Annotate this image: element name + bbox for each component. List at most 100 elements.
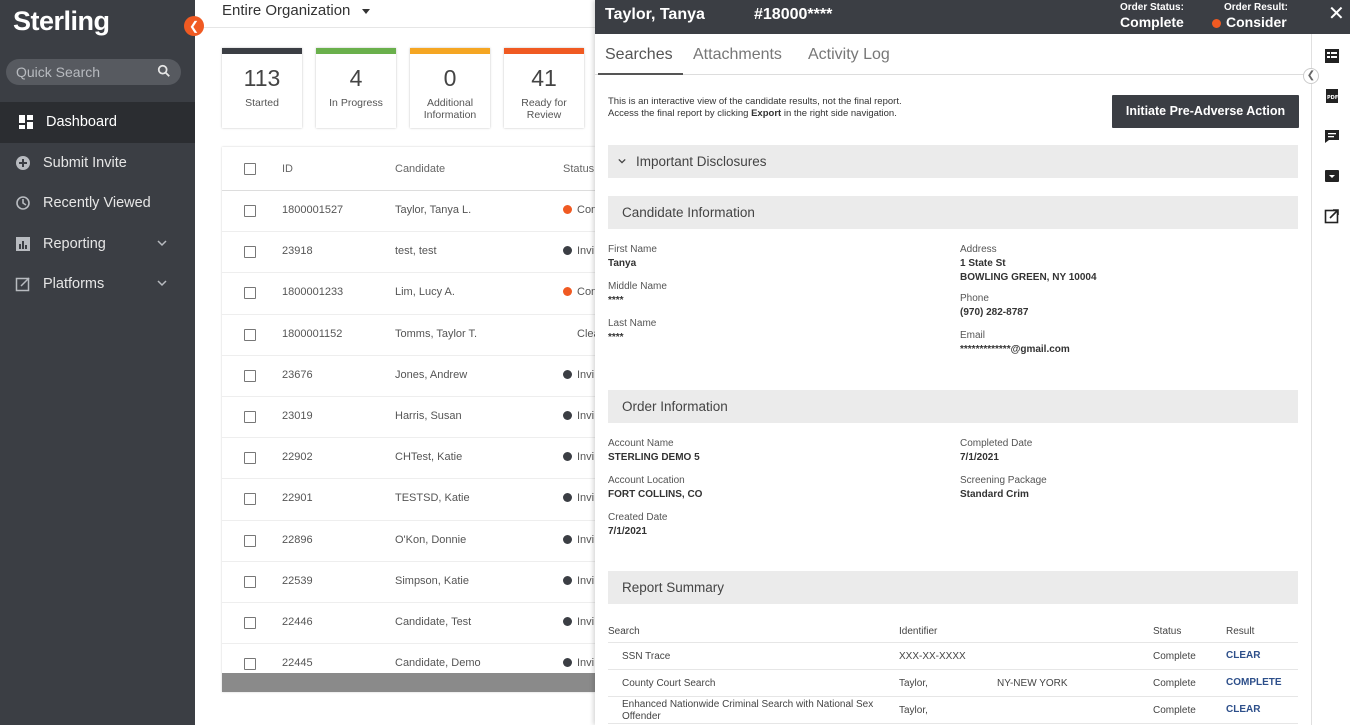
table-row[interactable]: 22902 CHTest, Katie Invi bbox=[222, 438, 595, 480]
status-text: Invi bbox=[577, 615, 595, 628]
row-checkbox[interactable] bbox=[244, 616, 256, 629]
table-row[interactable]: 1800001527 Taylor, Tanya L. Con bbox=[222, 191, 595, 233]
pdf-icon[interactable]: PDF bbox=[1324, 88, 1340, 104]
sidebar-item-recently-viewed[interactable]: Recently Viewed bbox=[0, 183, 195, 224]
status-card-started[interactable]: 113 Started bbox=[222, 48, 302, 128]
org-selector[interactable]: Entire Organization bbox=[222, 2, 371, 19]
table-row[interactable]: 23918 test, test Invi bbox=[222, 232, 595, 274]
cell-candidate[interactable]: Candidate, Test bbox=[395, 615, 472, 628]
cell-candidate[interactable]: Simpson, Katie bbox=[395, 574, 469, 587]
horizontal-scrollbar[interactable] bbox=[222, 673, 595, 692]
cell-id[interactable]: 22446 bbox=[282, 615, 313, 628]
table-row[interactable]: 23676 Jones, Andrew Invi bbox=[222, 356, 595, 397]
cell-id[interactable]: 22539 bbox=[282, 574, 313, 587]
chevron-left-icon[interactable]: ❮ bbox=[184, 16, 204, 36]
cell-id[interactable]: 22902 bbox=[282, 451, 313, 464]
row-checkbox[interactable] bbox=[244, 534, 256, 547]
row-checkbox[interactable] bbox=[244, 369, 256, 382]
cell-id[interactable]: 1800001233 bbox=[282, 286, 344, 299]
row-checkbox[interactable] bbox=[244, 328, 256, 341]
row-checkbox[interactable] bbox=[244, 411, 256, 424]
search-icon[interactable] bbox=[157, 64, 171, 78]
important-disclosures-accordion[interactable]: Important Disclosures bbox=[608, 145, 1298, 178]
table-row[interactable]: 23019 Harris, Susan Invi bbox=[222, 397, 595, 439]
sterling-logo[interactable]: Sterling bbox=[13, 6, 110, 36]
status-card-additional-information[interactable]: 0 Additional Information bbox=[410, 48, 490, 128]
bar-chart-icon bbox=[16, 236, 30, 251]
status-text: Con bbox=[577, 286, 595, 299]
quick-search-input[interactable]: Quick Search bbox=[6, 59, 181, 85]
cell-id[interactable]: 22445 bbox=[282, 657, 313, 670]
select-all-checkbox[interactable] bbox=[244, 162, 256, 175]
row-checkbox[interactable] bbox=[244, 575, 256, 588]
report-summary-row[interactable]: Enhanced Nationwide Criminal Search with… bbox=[608, 697, 1298, 724]
report-summary-row[interactable]: SSN Trace XXX-XX-XXXX Complete CLEAR bbox=[608, 643, 1298, 670]
row-checkbox[interactable] bbox=[244, 287, 256, 300]
cell-id[interactable]: 1800001527 bbox=[282, 204, 344, 217]
column-header-result: Result bbox=[1226, 626, 1255, 637]
comment-icon[interactable] bbox=[1324, 128, 1340, 144]
close-icon[interactable]: ✕ bbox=[1328, 3, 1345, 25]
sidebar-item-dashboard[interactable]: Dashboard bbox=[0, 102, 195, 143]
cell-id[interactable]: 23676 bbox=[282, 368, 313, 381]
sidebar-item-reporting[interactable]: Reporting bbox=[0, 224, 195, 265]
cell-id[interactable]: 23918 bbox=[282, 245, 313, 258]
row-checkbox[interactable] bbox=[244, 658, 256, 671]
cell-candidate[interactable]: test, test bbox=[395, 245, 437, 258]
chevron-down-icon[interactable] bbox=[157, 278, 167, 288]
field-completed-date: Completed Date 7/1/2021 bbox=[960, 437, 1032, 465]
tab-searches[interactable]: Searches bbox=[605, 46, 673, 63]
field-value: *************@gmail.com bbox=[960, 344, 1070, 355]
table-row[interactable]: 22896 O'Kon, Donnie Invi bbox=[222, 521, 595, 562]
cell-candidate[interactable]: Harris, Susan bbox=[395, 410, 462, 423]
column-header-candidate[interactable]: Candidate bbox=[395, 162, 446, 175]
row-checkbox[interactable] bbox=[244, 205, 256, 218]
cell-candidate[interactable]: Tomms, Taylor T. bbox=[395, 327, 478, 340]
cell-identifier-extra: NY-NEW YORK bbox=[997, 678, 1068, 689]
report-summary-header: Report Summary bbox=[608, 571, 1298, 604]
report-icon[interactable] bbox=[1324, 48, 1340, 64]
cell-candidate[interactable]: Candidate, Demo bbox=[395, 657, 481, 670]
cell-candidate[interactable]: Lim, Lucy A. bbox=[395, 286, 455, 299]
column-header-status[interactable]: Status bbox=[563, 162, 595, 175]
field-account-name: Account Name STERLING DEMO 5 bbox=[608, 437, 700, 465]
cell-candidate[interactable]: Jones, Andrew bbox=[395, 368, 468, 381]
row-checkbox[interactable] bbox=[244, 452, 256, 465]
status-card-ready-for-review[interactable]: 41 Ready for Review bbox=[504, 48, 584, 128]
column-header-id[interactable]: ID bbox=[282, 162, 293, 175]
tab-attachments[interactable]: Attachments bbox=[693, 46, 782, 63]
cell-result-link[interactable]: CLEAR bbox=[1226, 650, 1261, 661]
initiate-pre-adverse-action-button[interactable]: Initiate Pre-Adverse Action bbox=[1112, 95, 1299, 128]
cell-result-link[interactable]: CLEAR bbox=[1226, 704, 1261, 715]
archive-icon[interactable] bbox=[1324, 168, 1340, 184]
field-label: Screening Package bbox=[960, 475, 1047, 486]
table-row[interactable]: 22539 Simpson, Katie Invi bbox=[222, 562, 595, 603]
row-checkbox[interactable] bbox=[244, 493, 256, 506]
cell-id[interactable]: 23019 bbox=[282, 410, 313, 423]
table-row[interactable]: 22901 TESTSD, Katie Invi bbox=[222, 479, 595, 521]
cell-candidate[interactable]: TESTSD, Katie bbox=[395, 492, 470, 505]
cell-id[interactable]: 1800001152 bbox=[282, 327, 343, 340]
report-summary-row[interactable]: County Court Search Taylor, NY-NEW YORK Com… bbox=[608, 670, 1298, 697]
cell-result-link[interactable]: COMPLETE bbox=[1226, 677, 1282, 688]
tab-activity-log[interactable]: Activity Log bbox=[808, 46, 890, 63]
cell-candidate[interactable]: Taylor, Tanya L. bbox=[395, 204, 472, 217]
table-row[interactable]: 1800001152 Tomms, Taylor T. Clea bbox=[222, 315, 595, 356]
status-card-in-progress[interactable]: 4 In Progress bbox=[316, 48, 396, 128]
note-line-2-pre: Access the final report by clicking bbox=[608, 108, 752, 119]
cell-candidate[interactable]: CHTest, Katie bbox=[395, 451, 463, 464]
status-text: Invi bbox=[577, 368, 595, 381]
card-count: 41 bbox=[531, 65, 557, 91]
card-label: Started bbox=[245, 97, 279, 109]
row-checkbox[interactable] bbox=[244, 246, 256, 259]
cell-id[interactable]: 22896 bbox=[282, 533, 313, 546]
open-external-icon[interactable] bbox=[1324, 208, 1340, 224]
table-row[interactable]: 1800001233 Lim, Lucy A. Con bbox=[222, 273, 595, 315]
cell-id[interactable]: 22901 bbox=[282, 492, 313, 505]
chevron-left-icon[interactable]: ❮ bbox=[1303, 68, 1319, 84]
cell-candidate[interactable]: O'Kon, Donnie bbox=[395, 533, 467, 546]
sidebar-item-platforms[interactable]: Platforms bbox=[0, 264, 195, 305]
chevron-down-icon[interactable] bbox=[157, 238, 167, 248]
sidebar-item-submit-invite[interactable]: Submit Invite bbox=[0, 143, 195, 184]
table-row[interactable]: 22446 Candidate, Test Invi bbox=[222, 603, 595, 645]
